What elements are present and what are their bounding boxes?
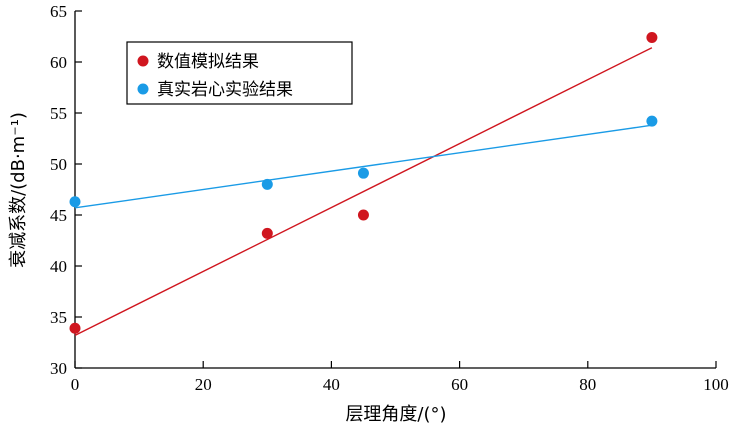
y-tick-label: 65 <box>50 2 67 21</box>
y-tick-label: 30 <box>50 359 67 378</box>
data-point-series-0 <box>357 209 369 221</box>
data-point-series-0 <box>261 227 273 239</box>
y-tick-label: 40 <box>50 257 67 276</box>
x-tick-label: 60 <box>451 375 468 394</box>
legend: 数值模拟结果 真实岩心实验结果 <box>126 41 353 105</box>
legend-label-1: 真实岩心实验结果 <box>157 80 293 100</box>
legend-marker-1 <box>137 83 149 95</box>
data-point-series-1 <box>69 196 81 208</box>
x-tick-label: 0 <box>71 375 80 394</box>
fit-line-series-0 <box>74 47 653 336</box>
y-tick-label: 50 <box>50 155 67 174</box>
x-tick-label: 80 <box>579 375 596 394</box>
legend-label-0: 数值模拟结果 <box>157 52 259 72</box>
y-tick-label: 35 <box>50 308 67 327</box>
y-axis-title: 衰减系数/(dB·m⁻¹) <box>8 112 29 268</box>
data-points <box>69 32 658 334</box>
y-tick-label: 55 <box>50 104 67 123</box>
fit-lines <box>74 47 653 336</box>
legend-marker-0 <box>137 55 149 67</box>
data-point-series-1 <box>646 115 658 127</box>
legend-box <box>126 41 353 105</box>
axis-labels: 层理角度/(°) 衰减系数/(dB·m⁻¹) <box>8 112 447 425</box>
x-tick-label: 20 <box>195 375 212 394</box>
data-point-series-1 <box>261 178 273 190</box>
data-point-series-0 <box>69 322 81 334</box>
data-point-series-0 <box>646 32 658 44</box>
x-tick-label: 100 <box>703 375 729 394</box>
x-axis-title: 层理角度/(°) <box>345 404 446 425</box>
x-tick-label: 40 <box>323 375 340 394</box>
fit-line-series-1 <box>74 124 652 209</box>
y-tick-label: 45 <box>50 206 67 225</box>
data-point-series-1 <box>357 167 369 179</box>
y-tick-label: 60 <box>50 53 67 72</box>
axes: 0 20 40 60 80 100 30 35 40 45 50 55 60 65 <box>50 2 729 394</box>
